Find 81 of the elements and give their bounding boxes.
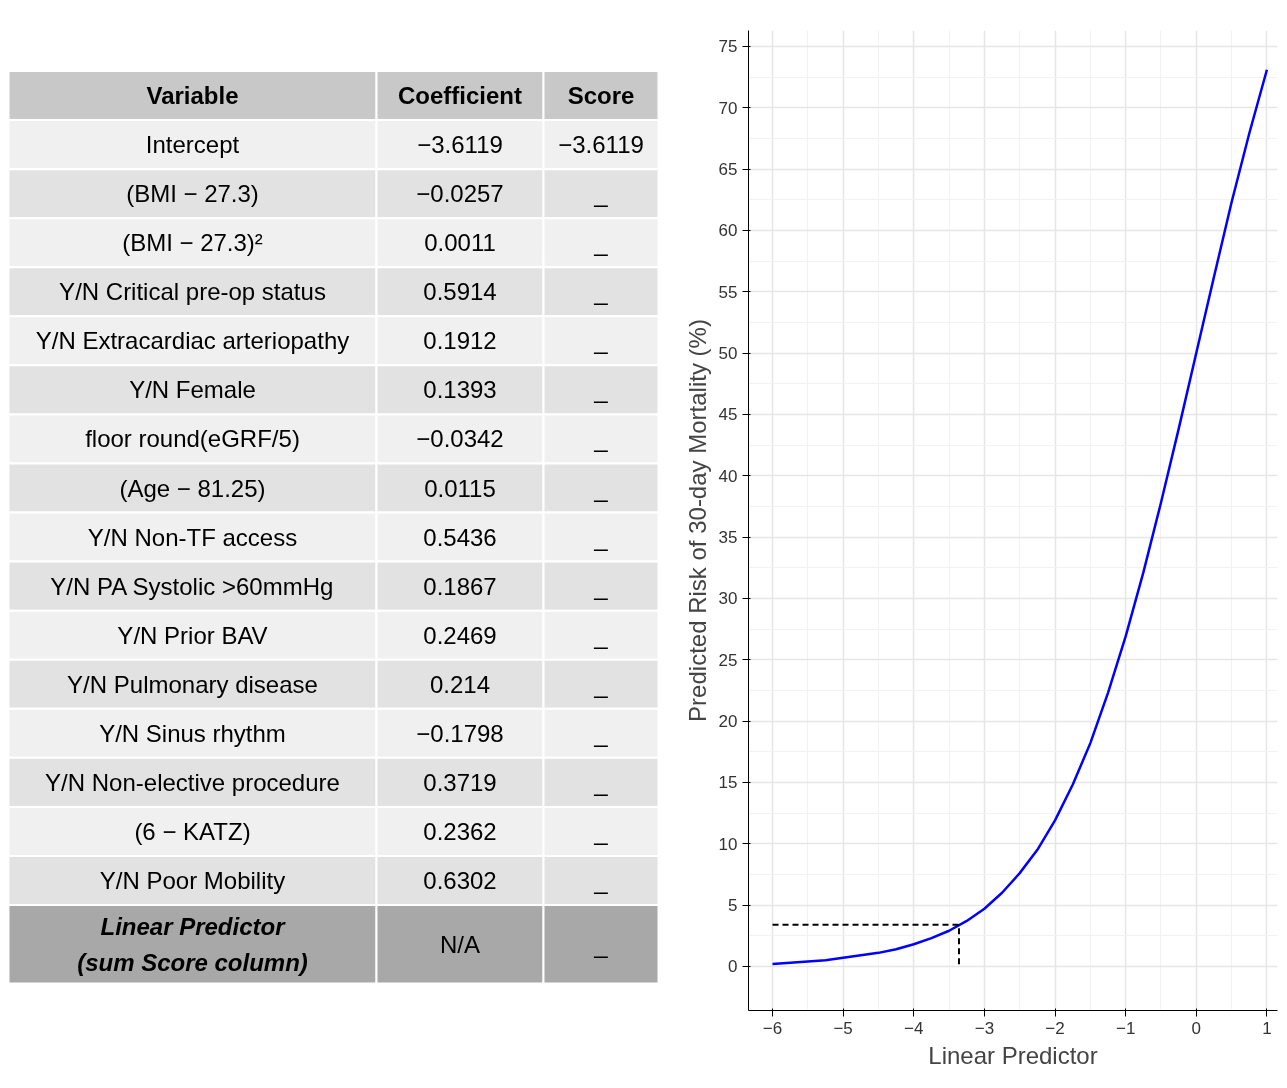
text: 0.1867 bbox=[423, 572, 497, 600]
x-tick-label: −2 bbox=[1045, 1018, 1065, 1038]
text: 0.5436 bbox=[423, 523, 497, 551]
text: floor round(eGRF/5) bbox=[85, 425, 300, 453]
text: 0.1393 bbox=[423, 376, 497, 404]
text: _ bbox=[593, 278, 609, 306]
text: _ bbox=[593, 376, 609, 404]
text: 0.214 bbox=[429, 670, 491, 698]
y-tick-label: 75 bbox=[718, 37, 738, 57]
text: 0.2469 bbox=[423, 621, 497, 649]
x-tick-label: 1 bbox=[1262, 1018, 1272, 1038]
x-tick-label: −4 bbox=[904, 1018, 924, 1038]
text: Score bbox=[567, 82, 635, 110]
text: 0.5914 bbox=[423, 278, 497, 306]
text: _ bbox=[593, 719, 609, 747]
x-tick-label: −5 bbox=[833, 1018, 853, 1038]
text: _ bbox=[593, 866, 609, 894]
text: Linear Predictor (sum Score column) bbox=[77, 912, 308, 976]
y-tick-label: 55 bbox=[718, 282, 738, 302]
text: Y/N Critical pre-op status bbox=[59, 278, 326, 306]
text: _ bbox=[593, 327, 609, 355]
text: _ bbox=[593, 425, 609, 453]
text: _ bbox=[593, 930, 609, 958]
x-tick-label: −6 bbox=[762, 1018, 783, 1038]
text: Y/N Extracardiac arteriopathy bbox=[35, 327, 350, 355]
y-tick-label: 65 bbox=[718, 160, 738, 180]
x-axis-title: Linear Predictor bbox=[928, 1041, 1098, 1069]
y-tick-label: 35 bbox=[718, 528, 738, 548]
text: (BMI − 27.3) bbox=[126, 180, 259, 208]
text: Y/N Female bbox=[129, 376, 256, 404]
text: Y/N PA Systolic >60mmHg bbox=[50, 572, 334, 600]
y-tick-label: 25 bbox=[718, 650, 738, 670]
text: Coefficient bbox=[398, 82, 523, 110]
text: _ bbox=[593, 768, 609, 796]
x-tick-label: 0 bbox=[1191, 1018, 1202, 1038]
y-tick-label: 45 bbox=[718, 405, 738, 425]
text: Y/N Prior BAV bbox=[117, 621, 268, 649]
text: 0.1912 bbox=[423, 327, 497, 355]
text: −0.0342 bbox=[416, 425, 504, 453]
text: (BMI − 27.3)² bbox=[122, 229, 263, 257]
y-axis-title: Predicted Risk of 30-day Mortality (%) bbox=[683, 319, 711, 722]
text: 0.2362 bbox=[423, 817, 497, 845]
text: Y/N Sinus rhythm bbox=[99, 719, 286, 747]
text: _ bbox=[593, 817, 609, 845]
text: N/A bbox=[440, 930, 481, 958]
text: Y/N Pulmonary disease bbox=[67, 670, 318, 698]
text: _ bbox=[593, 670, 609, 698]
y-tick-label: 15 bbox=[718, 773, 738, 793]
y-tick-label: 70 bbox=[718, 98, 738, 118]
text: Y/N Poor Mobility bbox=[99, 866, 286, 894]
text: (6 − KATZ) bbox=[134, 817, 251, 845]
text: _ bbox=[593, 621, 609, 649]
text: −3.6119 bbox=[417, 131, 503, 159]
y-tick-label: 60 bbox=[718, 221, 738, 241]
text: 0.3719 bbox=[423, 768, 497, 796]
y-tick-label: 20 bbox=[718, 712, 738, 732]
x-tick-label: −3 bbox=[974, 1018, 995, 1038]
y-tick-label: 10 bbox=[718, 834, 738, 854]
text: (Age − 81.25) bbox=[119, 474, 266, 502]
line-series bbox=[771, 68, 1269, 966]
text: 0.6302 bbox=[423, 866, 497, 894]
y-tick-label: 0 bbox=[728, 957, 738, 977]
text: _ bbox=[593, 523, 609, 551]
text: _ bbox=[593, 229, 609, 257]
text: −3.6119 bbox=[558, 131, 644, 159]
text: 0.0011 bbox=[424, 229, 496, 257]
text: _ bbox=[593, 572, 609, 600]
text: _ bbox=[593, 474, 609, 502]
text: Y/N Non-elective procedure bbox=[45, 768, 340, 796]
y-tick-label: 5 bbox=[728, 896, 738, 916]
y-tick-label: 30 bbox=[718, 589, 738, 609]
text: Intercept bbox=[145, 131, 240, 159]
text: Variable bbox=[146, 82, 239, 110]
text: _ bbox=[593, 180, 609, 208]
x-tick-label: −1 bbox=[1115, 1018, 1136, 1038]
text: Y/N Non-TF access bbox=[87, 523, 298, 551]
text: −0.0257 bbox=[416, 180, 504, 208]
text: 0.0115 bbox=[424, 474, 496, 502]
text: −0.1798 bbox=[416, 719, 504, 747]
y-tick-label: 40 bbox=[718, 466, 738, 486]
y-tick-label: 50 bbox=[718, 344, 738, 364]
